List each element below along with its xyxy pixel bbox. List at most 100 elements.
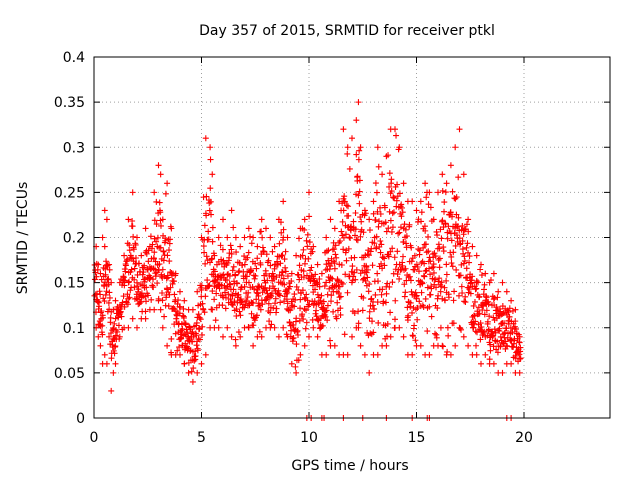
data-point <box>102 271 109 278</box>
data-point <box>420 244 427 251</box>
data-point <box>314 261 321 268</box>
data-point <box>358 218 365 225</box>
data-point <box>256 328 263 335</box>
data-point <box>157 209 164 216</box>
data-point <box>342 271 349 278</box>
data-point <box>107 314 114 321</box>
data-point <box>267 234 274 241</box>
data-point <box>385 253 392 260</box>
data-point <box>95 261 102 268</box>
data-point <box>325 247 332 254</box>
data-point <box>436 245 443 252</box>
data-point <box>450 320 457 327</box>
data-point <box>299 252 306 259</box>
data-point <box>235 329 242 336</box>
data-point <box>512 306 519 313</box>
data-point <box>350 218 357 225</box>
y-axis-label: SRMTID / TECUs <box>15 182 31 295</box>
data-point <box>354 173 361 180</box>
data-point <box>212 317 219 324</box>
data-point <box>378 291 385 298</box>
data-point <box>224 260 231 267</box>
data-point <box>248 267 255 274</box>
data-point <box>271 324 278 331</box>
data-point <box>460 260 467 267</box>
x-tick-label: 5 <box>197 430 206 446</box>
data-point <box>160 248 167 255</box>
data-point <box>426 265 433 272</box>
data-point <box>301 216 308 223</box>
data-point <box>328 292 335 299</box>
data-point <box>161 313 168 320</box>
data-point <box>241 253 248 260</box>
data-point <box>256 302 263 309</box>
data-point <box>369 262 376 269</box>
data-point <box>422 180 429 187</box>
data-point <box>268 293 275 300</box>
axis-ticks: 0 0.05 0.1 0.15 0.2 0.25 0.3 0.35 0.4 0 5 10 15 20 <box>54 50 610 446</box>
data-point <box>200 243 207 250</box>
data-point <box>400 333 407 340</box>
data-point <box>353 236 360 243</box>
data-point <box>328 298 335 305</box>
data-point <box>303 291 310 298</box>
data-point <box>232 272 239 279</box>
data-point <box>365 252 372 259</box>
data-point <box>168 335 175 342</box>
data-point <box>389 245 396 252</box>
data-point <box>476 310 483 317</box>
data-point <box>339 218 346 225</box>
data-point <box>300 316 307 323</box>
data-point <box>213 290 220 297</box>
data-point <box>451 288 458 295</box>
y-tick-label: 0.3 <box>63 140 85 156</box>
data-point <box>164 286 171 293</box>
data-point <box>428 285 435 292</box>
data-point <box>318 270 325 277</box>
data-point <box>99 322 106 329</box>
data-point <box>121 252 128 259</box>
data-point <box>465 249 472 256</box>
data-point <box>402 265 409 272</box>
data-point <box>341 193 348 200</box>
data-point <box>181 360 188 367</box>
data-point <box>393 197 400 204</box>
data-point <box>199 331 206 338</box>
data-point <box>382 219 389 226</box>
data-point <box>105 275 112 282</box>
data-point <box>303 237 310 244</box>
data-point <box>487 277 494 284</box>
data-point <box>385 225 392 232</box>
data-point <box>499 310 506 317</box>
data-point <box>383 228 390 235</box>
data-point <box>437 288 444 295</box>
data-point <box>189 328 196 335</box>
data-point <box>295 272 302 279</box>
data-point <box>373 189 380 196</box>
data-point <box>291 303 298 310</box>
data-point <box>169 280 176 287</box>
data-point <box>411 252 418 259</box>
data-point <box>129 217 136 224</box>
data-point <box>480 329 487 336</box>
data-point <box>265 300 272 307</box>
data-point <box>370 198 377 205</box>
data-point <box>171 291 178 298</box>
data-point <box>494 294 501 301</box>
data-point <box>448 237 455 244</box>
data-point <box>325 257 332 264</box>
data-point <box>284 273 291 280</box>
data-point <box>447 351 454 358</box>
data-point <box>506 313 513 320</box>
data-point <box>384 280 391 287</box>
data-point <box>491 294 498 301</box>
data-point <box>461 257 468 264</box>
data-point <box>234 280 241 287</box>
data-point <box>201 309 208 316</box>
data-point <box>481 311 488 318</box>
data-point <box>366 281 373 288</box>
data-point <box>304 297 311 304</box>
data-point <box>440 248 447 255</box>
data-point <box>276 292 283 299</box>
data-point <box>427 204 434 211</box>
